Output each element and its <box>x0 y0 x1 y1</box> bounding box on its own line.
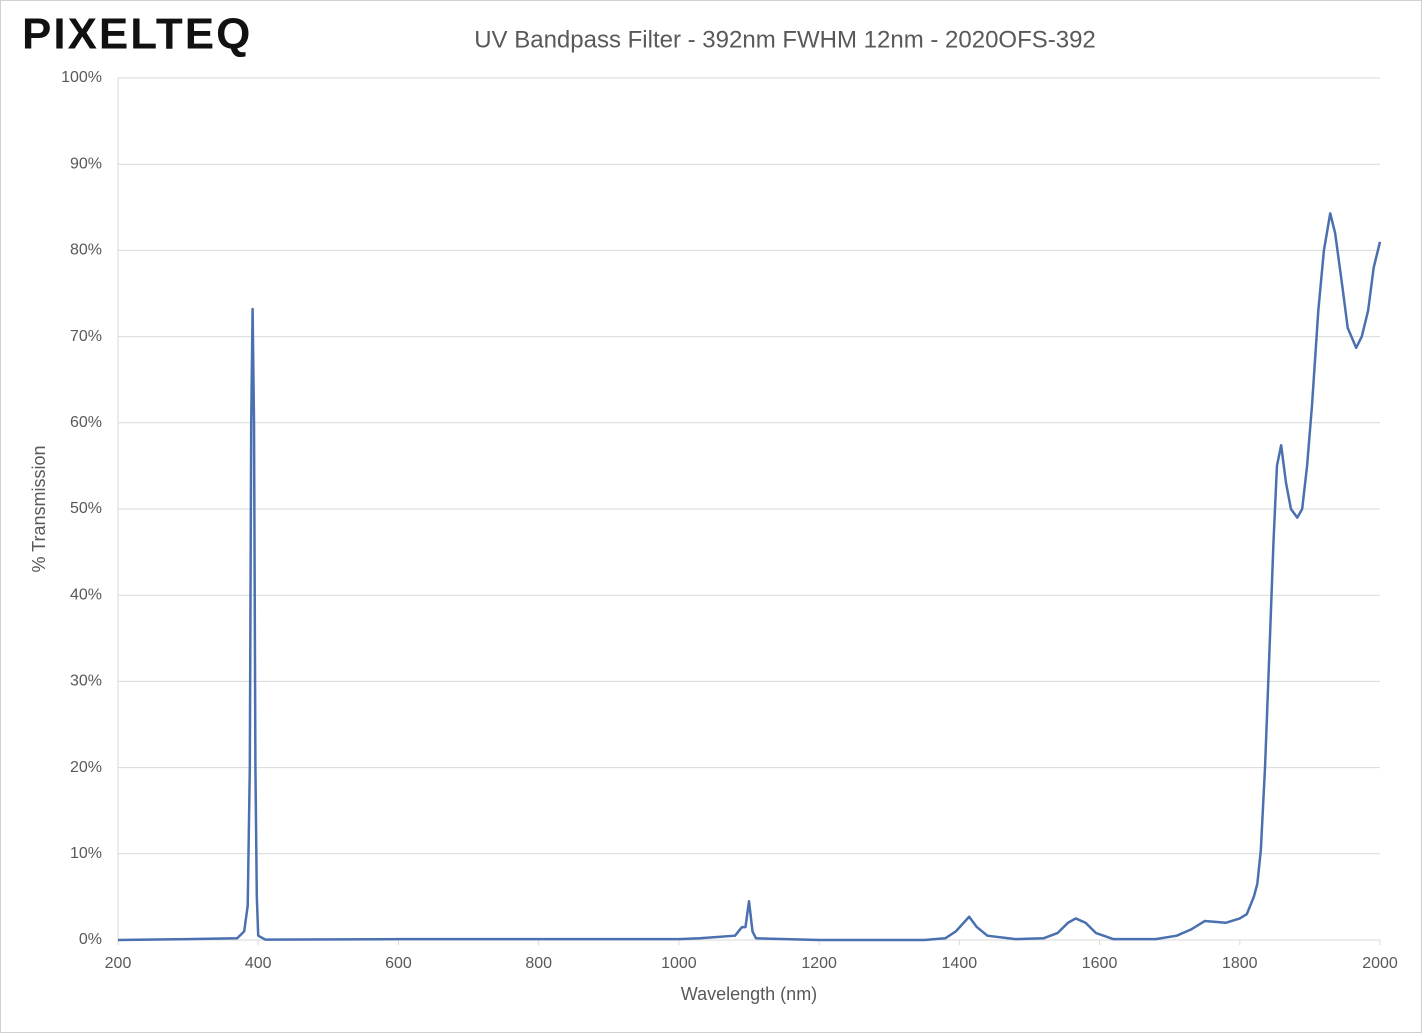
y-tick-label: 50% <box>70 500 102 517</box>
y-tick-label: 90% <box>70 155 102 172</box>
x-tick-label: 400 <box>245 955 272 972</box>
y-tick-label: 60% <box>70 414 102 431</box>
y-tick-label: 100% <box>61 69 102 86</box>
x-tick-label: 1800 <box>1222 955 1258 972</box>
data-line <box>117 212 1382 942</box>
x-axis-label: Wavelength (nm) <box>681 984 817 1004</box>
logo: PIXELTEQ <box>22 10 252 59</box>
y-tick-label: 10% <box>70 845 102 862</box>
x-tick-label: 600 <box>385 955 412 972</box>
y-tick-label: 70% <box>70 328 102 345</box>
x-tick-label: 1000 <box>661 955 697 972</box>
y-axis-label: % Transmission <box>29 445 49 572</box>
y-tick-label: 40% <box>70 586 102 603</box>
x-tick-label: 200 <box>105 955 132 972</box>
x-tick-label: 2000 <box>1362 955 1398 972</box>
y-tick-label: 30% <box>70 673 102 690</box>
y-tick-label: 0% <box>79 931 102 948</box>
x-tick-label: 800 <box>525 955 552 972</box>
y-tick-label: 80% <box>70 242 102 259</box>
chart-title: UV Bandpass Filter - 392nm FWHM 12nm - 2… <box>474 26 1096 53</box>
y-tick-label: 20% <box>70 759 102 776</box>
x-tick-label: 1600 <box>1082 955 1118 972</box>
x-tick-label: 1400 <box>942 955 978 972</box>
x-tick-label: 1200 <box>801 955 837 972</box>
